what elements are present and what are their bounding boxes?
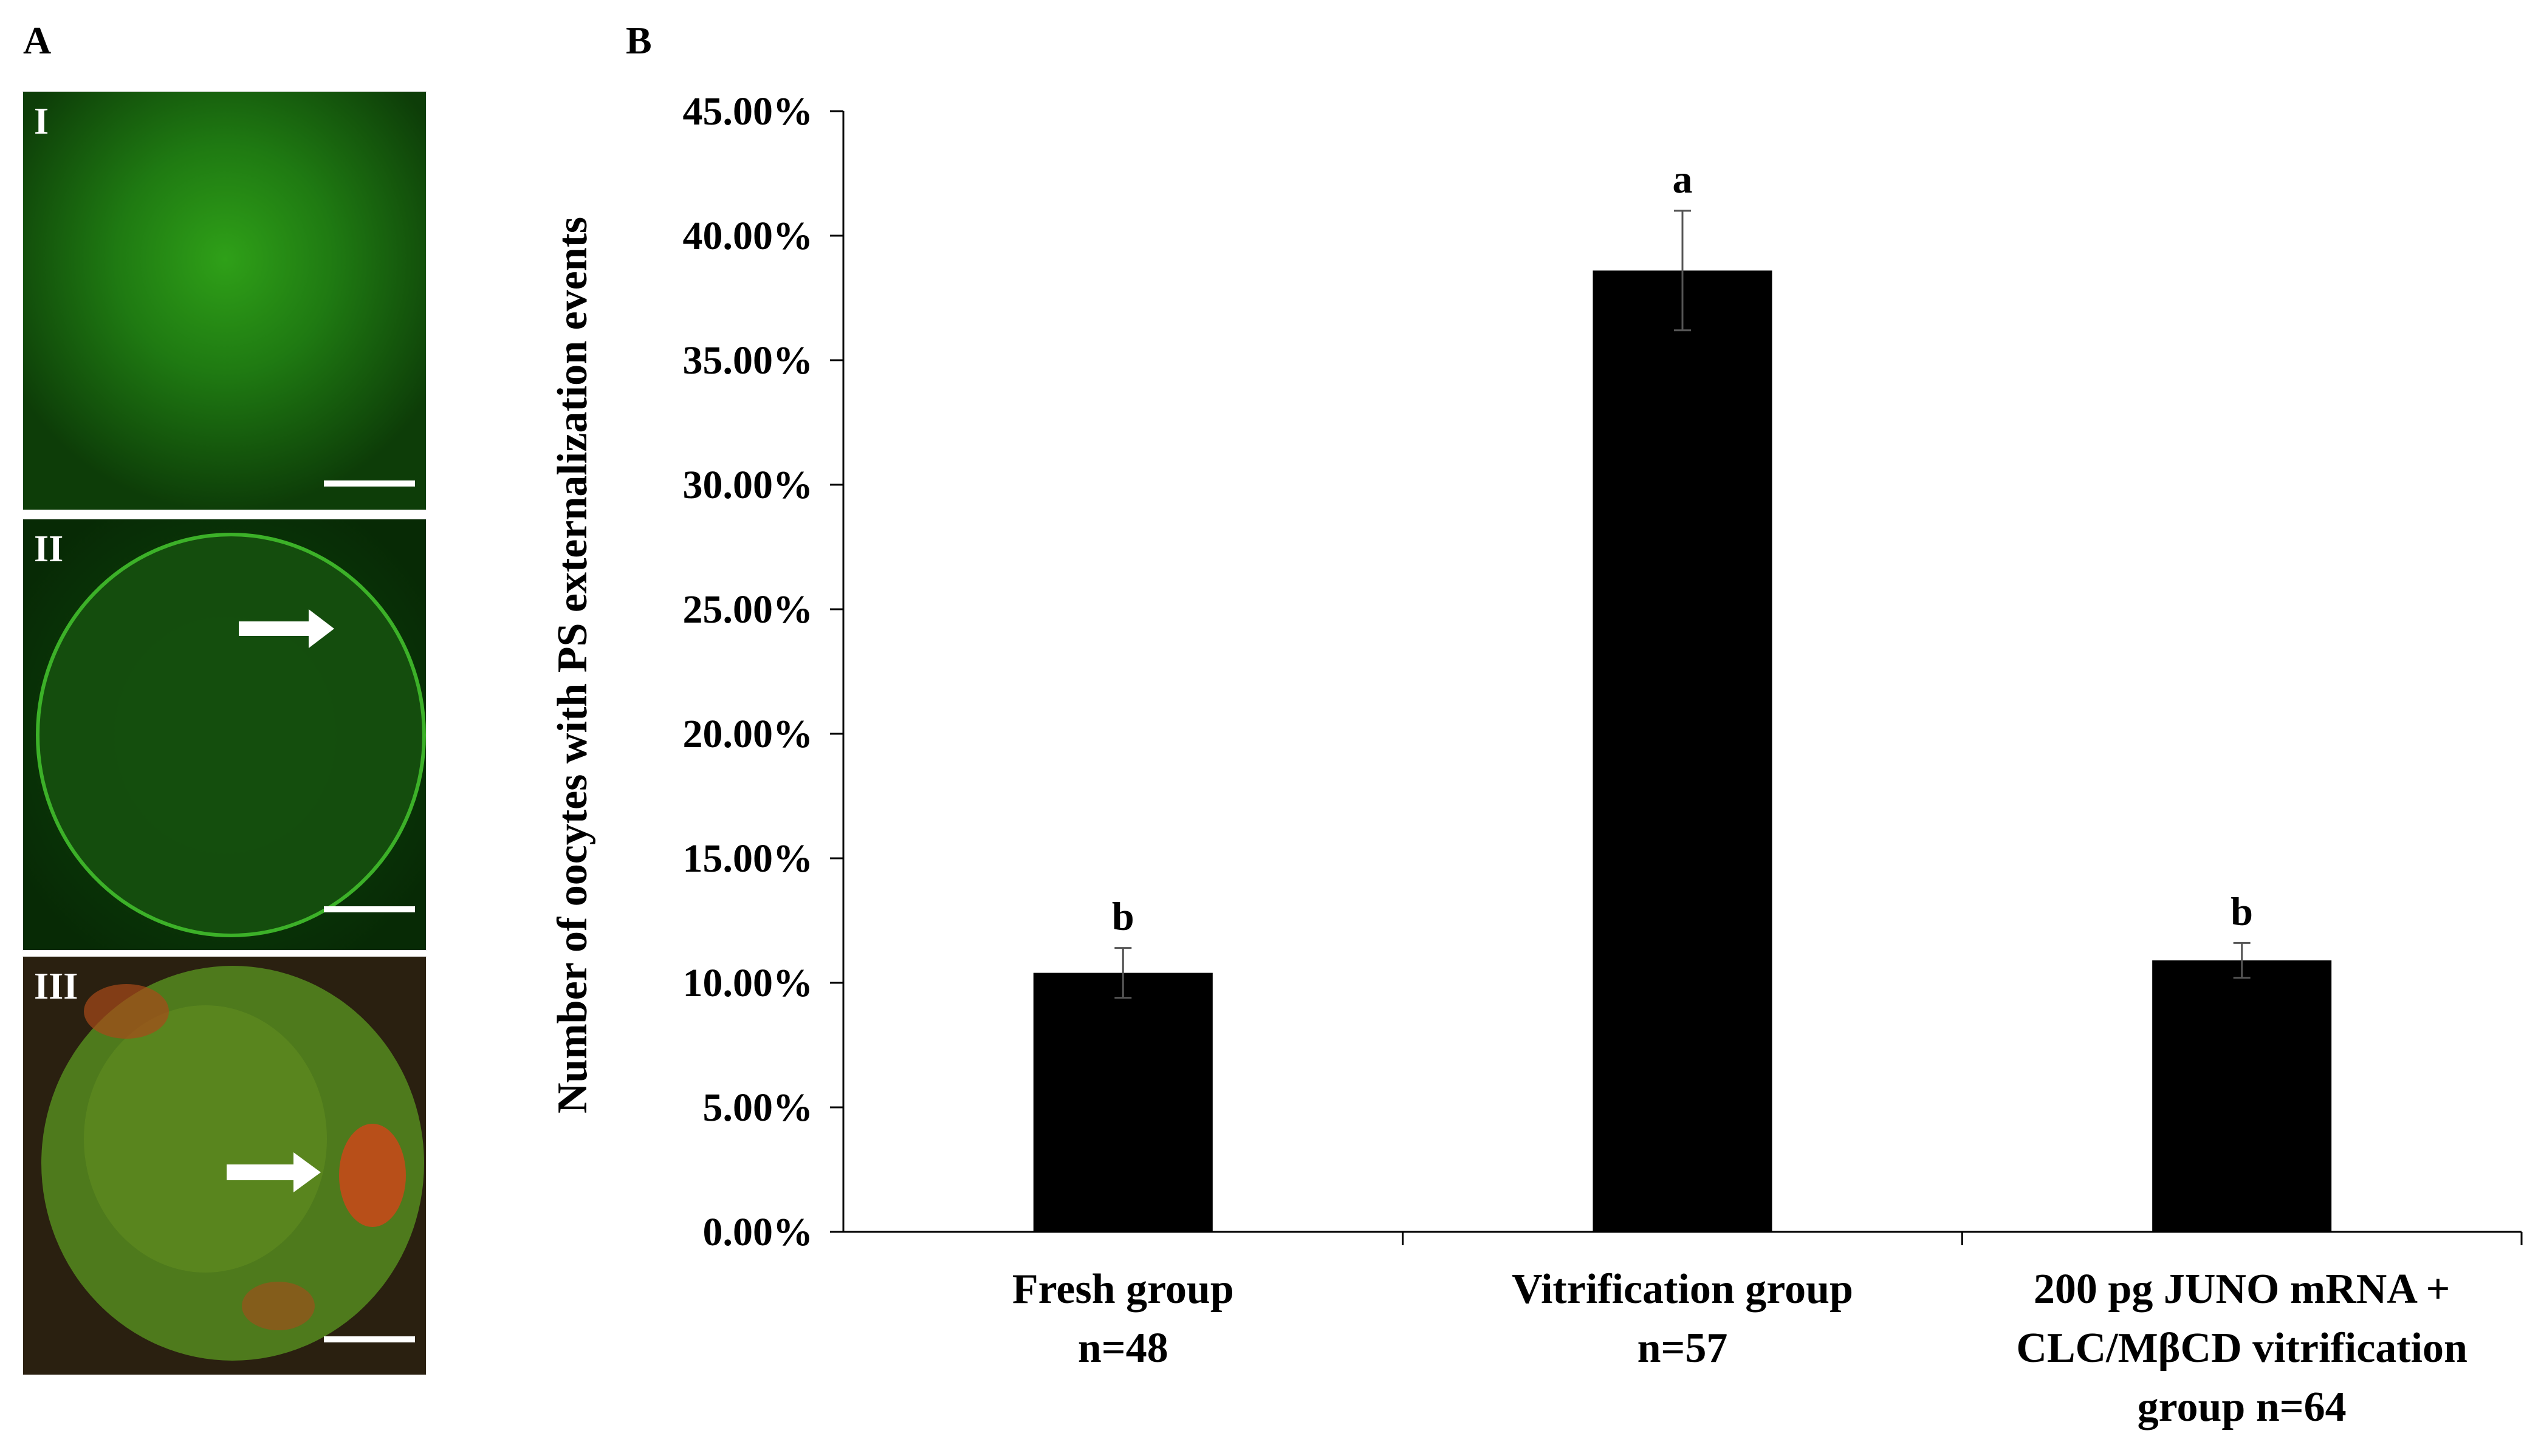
significance-label: a: [1673, 157, 1693, 202]
scale-bar: [324, 1336, 415, 1342]
x-category-label: n=48: [1078, 1325, 1168, 1372]
micrograph-1-label: I: [34, 101, 49, 142]
micrograph-1: I: [22, 91, 427, 510]
x-category-label: Vitrification group: [1512, 1266, 1853, 1313]
arrow-icon: [239, 609, 334, 648]
y-tick-label: 30.00%: [683, 463, 814, 507]
micrograph-3: III: [22, 956, 427, 1375]
bar: [1033, 972, 1213, 1232]
micrograph-2-image: [23, 519, 426, 950]
y-tick-label: 25.00%: [683, 587, 814, 632]
y-tick-label: 10.00%: [683, 961, 814, 1005]
bar: [2152, 960, 2332, 1232]
micrograph-3-label: III: [34, 966, 78, 1007]
micrograph-2: II: [22, 519, 427, 951]
micrograph-3-image: [23, 957, 426, 1375]
arrow-icon: [227, 1152, 321, 1192]
x-category-label: CLC/MβCD vitrification: [2016, 1325, 2467, 1372]
micrograph-2-label: II: [34, 528, 64, 570]
panel-b-label: B: [626, 19, 652, 62]
significance-label: b: [2231, 889, 2253, 934]
y-tick-label: 45.00%: [683, 89, 814, 134]
y-tick-label: 5.00%: [703, 1085, 814, 1130]
micrograph-1-image: [23, 92, 426, 510]
scale-bar: [324, 480, 415, 487]
panel-a-label: A: [23, 19, 52, 62]
y-tick-label: 15.00%: [683, 836, 814, 881]
y-tick-label: 40.00%: [683, 214, 814, 258]
y-tick-label: 20.00%: [683, 712, 814, 756]
x-category-label: Fresh group: [1012, 1266, 1234, 1313]
significance-label: b: [1112, 895, 1134, 939]
scale-bar: [324, 906, 415, 912]
y-tick-label: 35.00%: [683, 338, 814, 383]
x-category-label: 200 pg JUNO mRNA +: [2034, 1266, 2450, 1313]
x-category-label: n=57: [1637, 1325, 1728, 1372]
y-tick-label: 0.00%: [703, 1210, 814, 1254]
bar: [1593, 270, 1772, 1232]
y-axis-title: Number of oocytes with PS externalizatio…: [549, 217, 596, 1113]
x-category-label: group n=64: [2138, 1384, 2347, 1430]
